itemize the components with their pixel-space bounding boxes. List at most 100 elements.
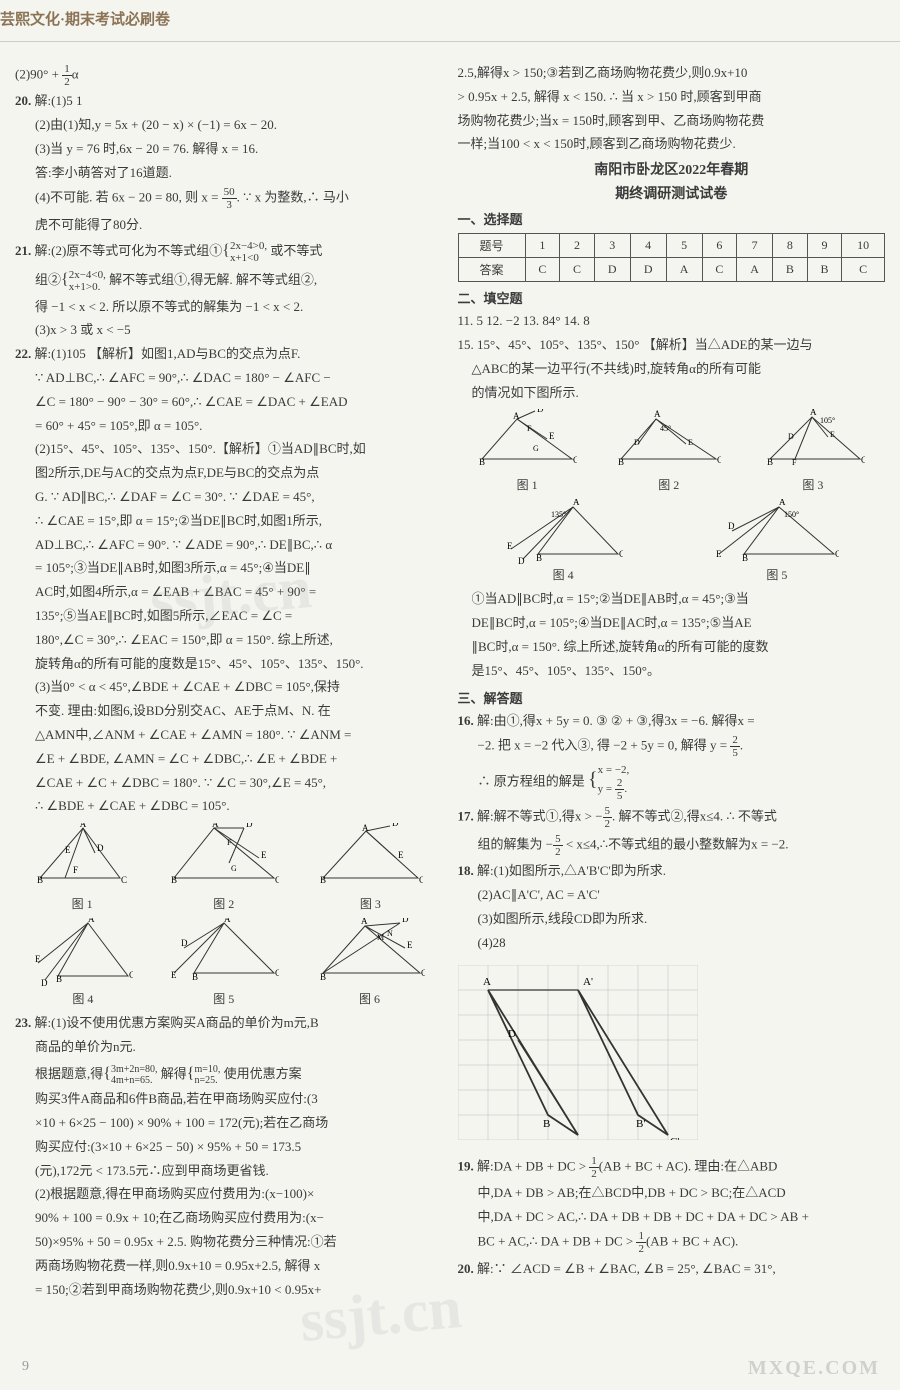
q23-l5: ×10 + 6×25 − 100) × 90% + 100 = 172(元);若… — [15, 1113, 443, 1134]
diagram-fig3: A D B C E 图 3 — [318, 823, 423, 912]
svg-text:A: A — [88, 918, 95, 924]
table-header-row: 题号12345678910 — [458, 234, 885, 258]
right-column: 2.5,解得x > 150;③若到乙商场购物花费少,则0.9x+10 > 0.9… — [458, 60, 886, 1303]
cont-l1: 2.5,解得x > 150;③若到乙商场购物花费少,则0.9x+10 — [458, 63, 886, 84]
svg-text:B: B — [192, 972, 198, 982]
triangle-diagram-3: A D B C E — [318, 823, 423, 893]
q23-l8: (2)根据题意,得在甲商场购买应付费用为:(x−100)× — [15, 1184, 443, 1205]
q15-l2: △ABC的某一边平行(不共线)时,旋转角α的所有可能 — [458, 359, 886, 380]
svg-text:D: D — [634, 438, 640, 447]
q15c-l3: ∥BC时,α = 150°. 综上所述,旋转角α的所有可能的度数 — [458, 637, 886, 658]
svg-text:B: B — [320, 972, 326, 982]
diagram-r3: A B C 105° F D E 图 3 — [760, 409, 865, 493]
svg-text:A: A — [361, 918, 368, 926]
svg-text:E: E — [65, 845, 71, 855]
q22: 22. 解:(1)105 【解析】如图1,AD与BC的交点为点F. — [15, 344, 443, 365]
diagram-fig2: A D B C E F G 图 2 — [169, 823, 279, 912]
cont-l3: 场购物花费少;当x = 150时,顾客到甲、乙商场购物花费 — [458, 111, 886, 132]
triangle-diagram-r4: A B C E D 135° — [503, 499, 623, 564]
svg-text:D: D — [97, 843, 104, 853]
answer-table: 题号12345678910 答案CCDDACABBC — [458, 233, 886, 282]
svg-text:150°: 150° — [784, 510, 799, 519]
section-fill: 二、填空题 — [458, 288, 886, 307]
svg-text:A: A — [362, 823, 369, 833]
fill-answers: 11. 5 12. −2 13. 84° 14. 8 — [458, 311, 886, 332]
svg-text:A: A — [483, 976, 491, 988]
svg-text:D: D — [788, 432, 794, 441]
svg-text:B: B — [543, 1118, 550, 1130]
svg-text:F: F — [527, 424, 532, 433]
svg-text:G: G — [231, 864, 237, 873]
diagram-r1: A D B C E F G 图 1 — [477, 409, 577, 493]
q16-l2: −2. 把 x = −2 代入③, 得 −2 + 5y = 0, 解得 y = … — [458, 734, 886, 759]
table-answer-row: 答案CCDDACABBC — [458, 258, 885, 282]
diagram-fig1: A B C D E F 图 1 — [35, 823, 130, 912]
q20-l4: 答:李小萌答对了16道题. — [15, 163, 443, 184]
diagram-row-r2: A B C E D 135° 图 4 A B C E D 150° 图 5 — [458, 499, 886, 583]
svg-text:B': B' — [636, 1118, 645, 1130]
svg-text:E: E — [830, 430, 835, 439]
q23-l3: 根据题意,得{3m+2n=80,4m+n=65. 解得{m=10,n=25. 使… — [15, 1061, 443, 1087]
cont-l2: > 0.95x + 2.5, 解得 x < 150. ∴ 当 x > 150 时… — [458, 87, 886, 108]
q19r-l2: 中,DA + DB > AB;在△BCD中,DB + DC > BC;在△ACD — [458, 1183, 886, 1204]
svg-text:A: A — [79, 823, 86, 829]
q15c-l2: DE∥BC时,α = 105°;④当DE∥AC时,α = 135°;⑤当AE — [458, 613, 886, 634]
svg-text:B: B — [536, 553, 542, 563]
q19-part2: (2)90° + 12α — [15, 63, 443, 88]
svg-text:D: D — [537, 409, 544, 414]
svg-text:D: D — [41, 978, 48, 988]
q20-l5: (4)不可能. 若 6x − 20 = 80, 则 x = 503. ∵ x 为… — [15, 186, 443, 211]
q22-l15: (3)当0° < α < 45°,∠BDE + ∠CAE + ∠DBC = 10… — [15, 677, 443, 698]
q22-l5: (2)15°、45°、105°、135°、150°.【解析】①当AD∥BC时,如 — [15, 439, 443, 460]
q16-l3: ∴ 原方程组的解是 {x = −2,y = 25. — [458, 763, 886, 802]
q15-l1: 15. 15°、45°、105°、135°、150° 【解析】当△ADE的某一边… — [458, 335, 886, 356]
q23-l7: (元),172元 < 173.5元∴应到甲商场更省钱. — [15, 1161, 443, 1182]
q20-l3: (3)当 y = 76 时,6x − 20 = 76. 解得 x = 16. — [15, 139, 443, 160]
q23-l12: = 150;②若到甲商场购物花费少,则0.9x+10 < 0.95x+ — [15, 1280, 443, 1301]
svg-text:F: F — [792, 458, 797, 467]
svg-text:C: C — [421, 968, 425, 978]
svg-text:A: A — [810, 409, 817, 417]
svg-text:D: D — [181, 938, 188, 948]
q18-l4: (4)28 — [458, 933, 886, 954]
q15c-l4: 是15°、45°、105°、135°、150°。 — [458, 661, 886, 682]
diagram-fig4: A B C E D 图 4 — [33, 918, 133, 1007]
svg-text:B: B — [742, 553, 748, 563]
svg-text:C: C — [861, 455, 865, 465]
grid-translation-diagram: A B C A' B' C' D — [458, 965, 698, 1140]
q22-l20: ∴ ∠BDE + ∠CAE + ∠DBC = 105°. — [15, 796, 443, 817]
diagram-r5: A B C E D 150° 图 5 — [714, 499, 839, 583]
q23-l2: 商品的单价为n元. — [15, 1037, 443, 1058]
q19r-l4: BC + AC,∴ DA + DB + DC > 12(AB + BC + AC… — [458, 1230, 886, 1255]
svg-text:E: E — [171, 970, 177, 980]
page-header: 芸熙文化·期末考试必刷卷 — [0, 0, 900, 42]
q19r-l3: 中,DA + DC > AC,∴ DA + DB + DB + DC + DA … — [458, 1207, 886, 1228]
svg-text:D: D — [518, 556, 525, 564]
svg-text:D: D — [246, 823, 253, 829]
diagram-row-1: A B C D E F 图 1 A D B C E F G — [15, 823, 443, 912]
svg-text:B: B — [479, 457, 485, 467]
q18: 18. 解:(1)如图所示,△A'B'C'即为所求. — [458, 861, 886, 882]
svg-text:F: F — [227, 838, 232, 847]
q22-l17: △AMN中,∠ANM + ∠CAE + ∠AMN = 180°. ∵ ∠ANM … — [15, 725, 443, 746]
triangle-diagram-2: A D B C E F G — [169, 823, 279, 893]
q19r: 19. 解:DA + DB + DC > 12(AB + BC + AC). 理… — [458, 1155, 886, 1180]
q22-l6: 图2所示,DE与AC的交点为点F,DE与BC的交点为点 — [15, 463, 443, 484]
triangle-diagram-1: A B C D E F — [35, 823, 130, 893]
q23-l6: 购买应付:(3×10 + 6×25 − 50) × 95% + 50 = 173… — [15, 1137, 443, 1158]
triangle-diagram-6: A D B C E M N — [315, 918, 425, 988]
diagram-r4: A B C E D 135° 图 4 — [503, 499, 623, 583]
svg-text:E: E — [688, 438, 693, 447]
svg-text:B: B — [320, 875, 326, 885]
svg-text:B: B — [37, 875, 43, 885]
q22-l11: AC时,如图4所示,α = ∠EAB + ∠BAC = 45° + 90° = — [15, 582, 443, 603]
q22-l12: 135°;⑤当AE∥BC时,如图5所示,∠EAC = ∠C = — [15, 606, 443, 627]
svg-text:D: D — [508, 1028, 516, 1040]
svg-text:E: E — [507, 541, 513, 551]
q17: 17. 解:解不等式①,得x > −52. 解不等式②,得x≤4. ∴ 不等式 — [458, 805, 886, 830]
diagram-fig6: A D B C E M N 图 6 — [315, 918, 425, 1007]
page-content: (2)90° + 12α 20. 解:(1)5 1 (2)由(1)知,y = 5… — [0, 50, 900, 1313]
svg-text:D: D — [402, 918, 409, 924]
diagram-fig5: A B C E D 图 5 — [169, 918, 279, 1007]
q22-l14: 旋转角α的所有可能的度数是15°、45°、105°、135°、150°. — [15, 654, 443, 675]
